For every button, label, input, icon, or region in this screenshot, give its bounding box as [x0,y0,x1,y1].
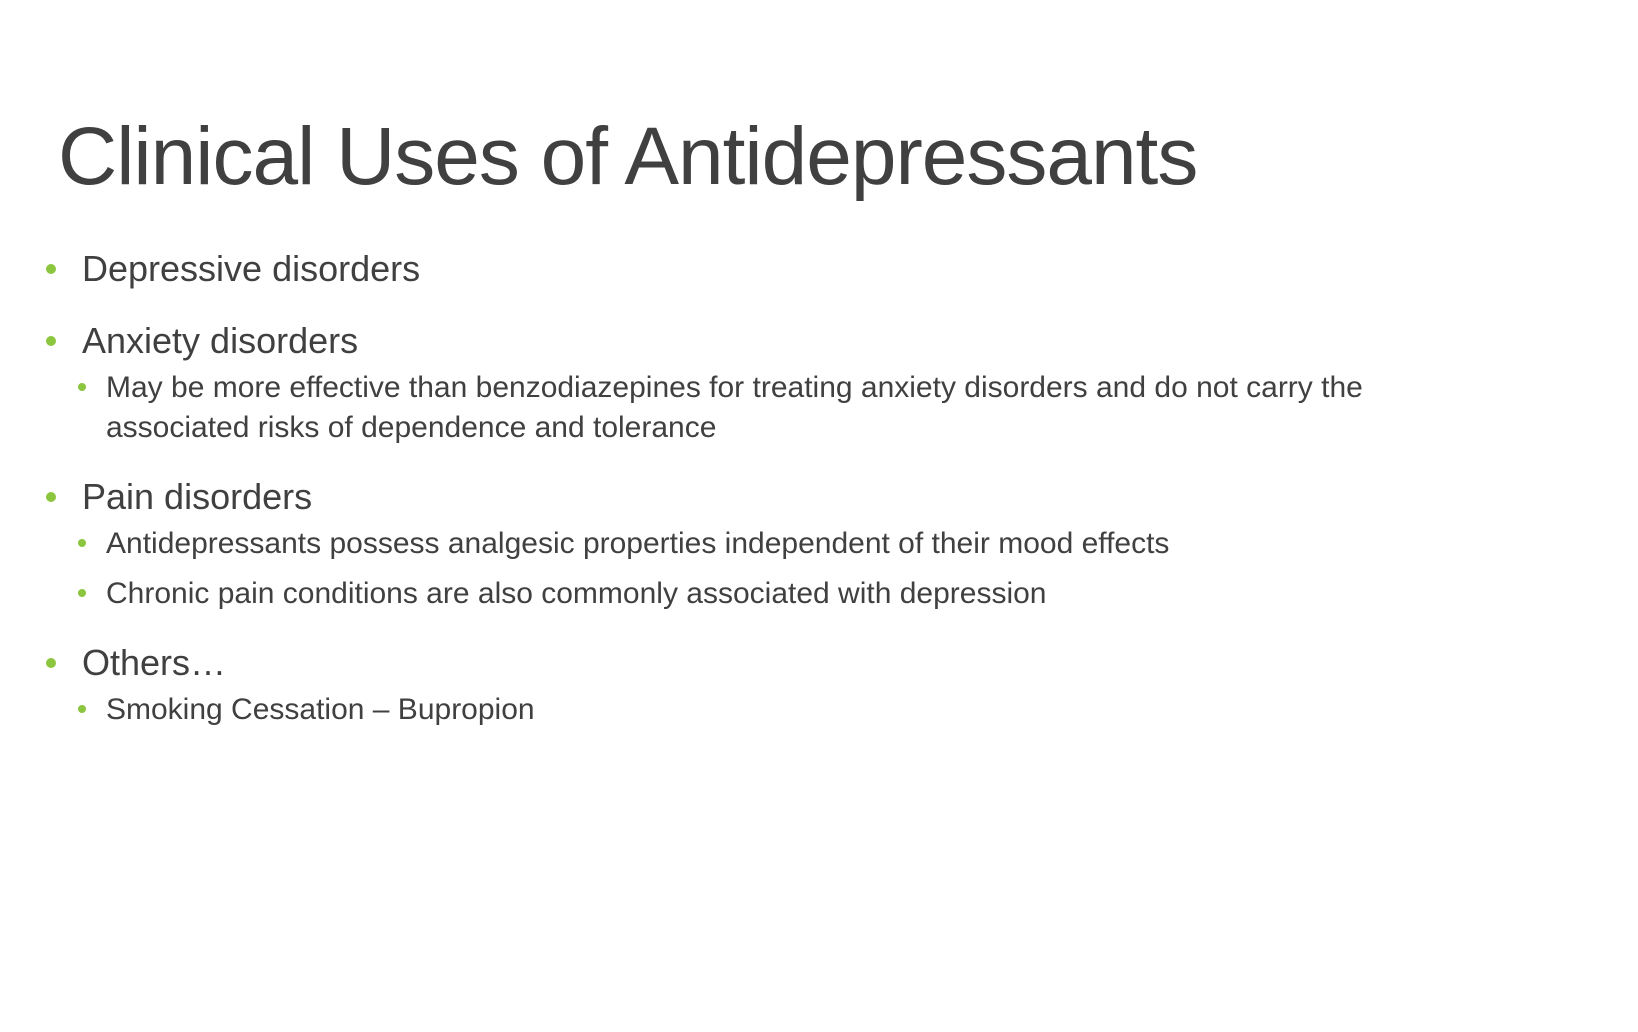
bullet-dot-icon [46,264,56,274]
sub-bullet-dot-icon [78,539,86,547]
sub-bullet-label: Smoking Cessation – Bupropion [106,693,535,726]
sub-bullet-label: Antidepressants possess analgesic proper… [106,527,1170,560]
bullet-list: Depressive disorders Anxiety disorders M… [40,246,1600,730]
sub-bullet-item: Antidepressants possess analgesic proper… [40,524,1600,564]
bullet-label: Anxiety disorders [82,320,359,361]
bullet-dot-icon [46,336,56,346]
sub-bullet-item: Chronic pain conditions are also commonl… [40,574,1600,614]
sub-bullet-label: May be more effective than benzodiazepin… [106,371,1363,444]
sub-bullet-label: Chronic pain conditions are also commonl… [106,577,1047,610]
bullet-dot-icon [46,492,56,502]
sub-bullet-dot-icon [78,589,86,597]
sub-bullet-item: May be more effective than benzodiazepin… [40,368,1486,448]
bullet-dot-icon [46,658,56,668]
bullet-label: Depressive disorders [82,248,421,289]
slide-title: Clinical Uses of Antidepressants [58,111,1198,202]
sub-bullet-dot-icon [78,383,86,391]
bullet-label: Pain disorders [82,476,313,517]
bullet-item-pain: Pain disorders [40,474,1600,520]
sub-bullet-item: Smoking Cessation – Bupropion [40,690,1600,730]
bullet-item-others: Others… [40,640,1600,686]
sub-bullet-dot-icon [78,705,86,713]
bullet-item-anxiety: Anxiety disorders [40,318,1600,364]
bullet-label: Others… [82,642,227,683]
bullet-item-depressive: Depressive disorders [40,246,1600,292]
